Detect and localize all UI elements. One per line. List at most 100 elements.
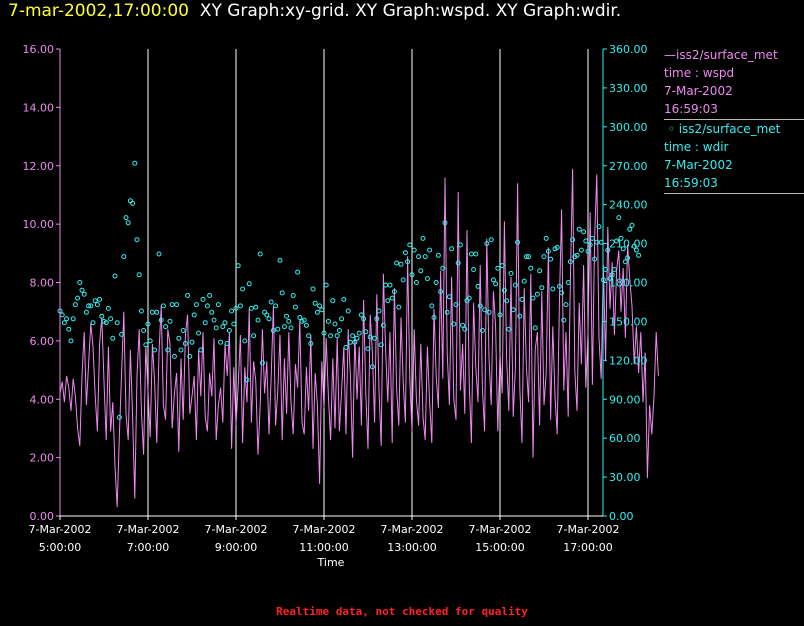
wdir-point — [105, 305, 111, 311]
wdir-point — [325, 318, 331, 324]
legend-circle-icon: ◦ — [664, 122, 679, 136]
right-tick-label: 330.00 — [609, 82, 648, 95]
right-tick-label: 360.00 — [609, 43, 648, 56]
wdir-point — [625, 255, 631, 261]
wdir-point — [405, 259, 411, 265]
wdir-point — [431, 315, 437, 320]
wdir-point — [68, 338, 74, 344]
wdir-point — [376, 308, 382, 314]
wdir-point — [165, 347, 171, 353]
left-tick-label: 0.00 — [30, 510, 55, 523]
wdir-point — [424, 276, 430, 282]
wspd-line — [59, 168, 659, 508]
wdir-point — [70, 316, 76, 322]
wdir-point — [268, 299, 274, 305]
wdir-point — [466, 295, 472, 301]
wdir-point — [262, 309, 268, 315]
wdir-point — [240, 286, 246, 292]
wdir-point — [123, 215, 129, 221]
wdir-point — [451, 321, 457, 327]
wdir-point — [369, 364, 375, 370]
wdir-point — [446, 294, 452, 300]
wdir-point — [391, 289, 397, 295]
wdir-point — [629, 222, 635, 228]
wdir-point — [442, 220, 448, 226]
left-tick-label: 4.00 — [30, 393, 55, 406]
wdir-point — [543, 235, 549, 241]
wdir-point — [556, 283, 562, 289]
wdir-point — [266, 316, 272, 322]
x-tick-time: 13:00:00 — [387, 541, 436, 554]
wdir-point — [90, 320, 96, 326]
wdir-point — [539, 285, 545, 291]
wdir-point — [622, 259, 628, 265]
legend-wspd-vars: time : wspd — [664, 66, 735, 80]
x-tick-time: 9:00:00 — [215, 541, 257, 554]
wdir-point — [207, 293, 213, 298]
wdir-point — [460, 322, 466, 328]
wdir-point — [411, 247, 417, 253]
wdir-point — [255, 317, 261, 323]
wdir-point — [361, 316, 367, 322]
wdir-point — [167, 318, 173, 324]
wdir-point — [160, 303, 166, 309]
wdir-point — [317, 303, 323, 309]
wdir-point — [306, 333, 312, 339]
wdir-point — [253, 304, 259, 310]
right-tick-label: 180.00 — [609, 277, 648, 290]
right-tick-label: 90.00 — [609, 393, 641, 406]
title-date: 7-mar-2002,17:00:00 — [8, 1, 189, 21]
wdir-point — [563, 302, 569, 308]
wdir-point — [499, 263, 505, 269]
wdir-point — [636, 252, 642, 258]
wdir-point — [620, 246, 626, 252]
wdir-point — [209, 309, 215, 315]
wdir-point — [145, 321, 151, 327]
x-tick-date: 7-Mar-2002 — [381, 523, 444, 536]
wdir-point — [394, 260, 400, 266]
wdir-point — [471, 267, 477, 272]
wdir-point — [169, 302, 175, 308]
right-tick-label: 60.00 — [609, 432, 641, 445]
wdir-point — [72, 302, 78, 308]
footer-note: Realtime data, not checked for quality — [276, 605, 528, 618]
wdir-point — [193, 302, 199, 308]
legend-wspd-date: 7-Mar-2002 — [664, 84, 733, 98]
wdir-point — [319, 307, 325, 313]
wdir-point — [583, 238, 589, 244]
wdir-point — [270, 328, 276, 333]
legend-wspd-series: —iss2/surface_met — [664, 46, 804, 64]
right-tick-label: 300.00 — [609, 121, 648, 134]
wdir-point — [550, 286, 556, 292]
wdir-point — [545, 248, 551, 254]
wdir-point — [246, 281, 252, 287]
wdir-point — [596, 224, 602, 230]
left-tick-label: 14.00 — [23, 101, 55, 114]
wdir-point — [259, 360, 265, 366]
wdir-point — [158, 317, 164, 323]
wdir-point — [213, 325, 219, 331]
wdir-point — [607, 276, 613, 282]
title-graphs: XY Graph:xy-grid. XY Graph:wspd. XY Grap… — [199, 1, 622, 21]
wdir-point — [475, 283, 481, 289]
wdir-point — [378, 342, 384, 348]
wdir-point — [484, 241, 490, 247]
wdir-point — [290, 293, 296, 298]
wdir-point — [281, 324, 287, 330]
wdir-point — [132, 160, 138, 166]
legend-wdir-date: 7-Mar-2002 — [664, 158, 733, 172]
wdir-point — [618, 235, 624, 241]
wdir-point — [585, 248, 591, 254]
wdir-point — [264, 312, 270, 318]
wdir-point — [189, 339, 195, 345]
x-tick-time: 15:00:00 — [475, 541, 524, 554]
wdir-point — [389, 295, 395, 301]
wdir-point — [631, 243, 637, 249]
wdir-point — [119, 331, 125, 337]
right-tick-label: 270.00 — [609, 160, 648, 173]
wdir-point — [94, 302, 100, 308]
wdir-point — [565, 280, 571, 285]
wdir-point — [174, 302, 180, 308]
legend-wspd-series-text: iss2/surface_met — [676, 48, 778, 62]
